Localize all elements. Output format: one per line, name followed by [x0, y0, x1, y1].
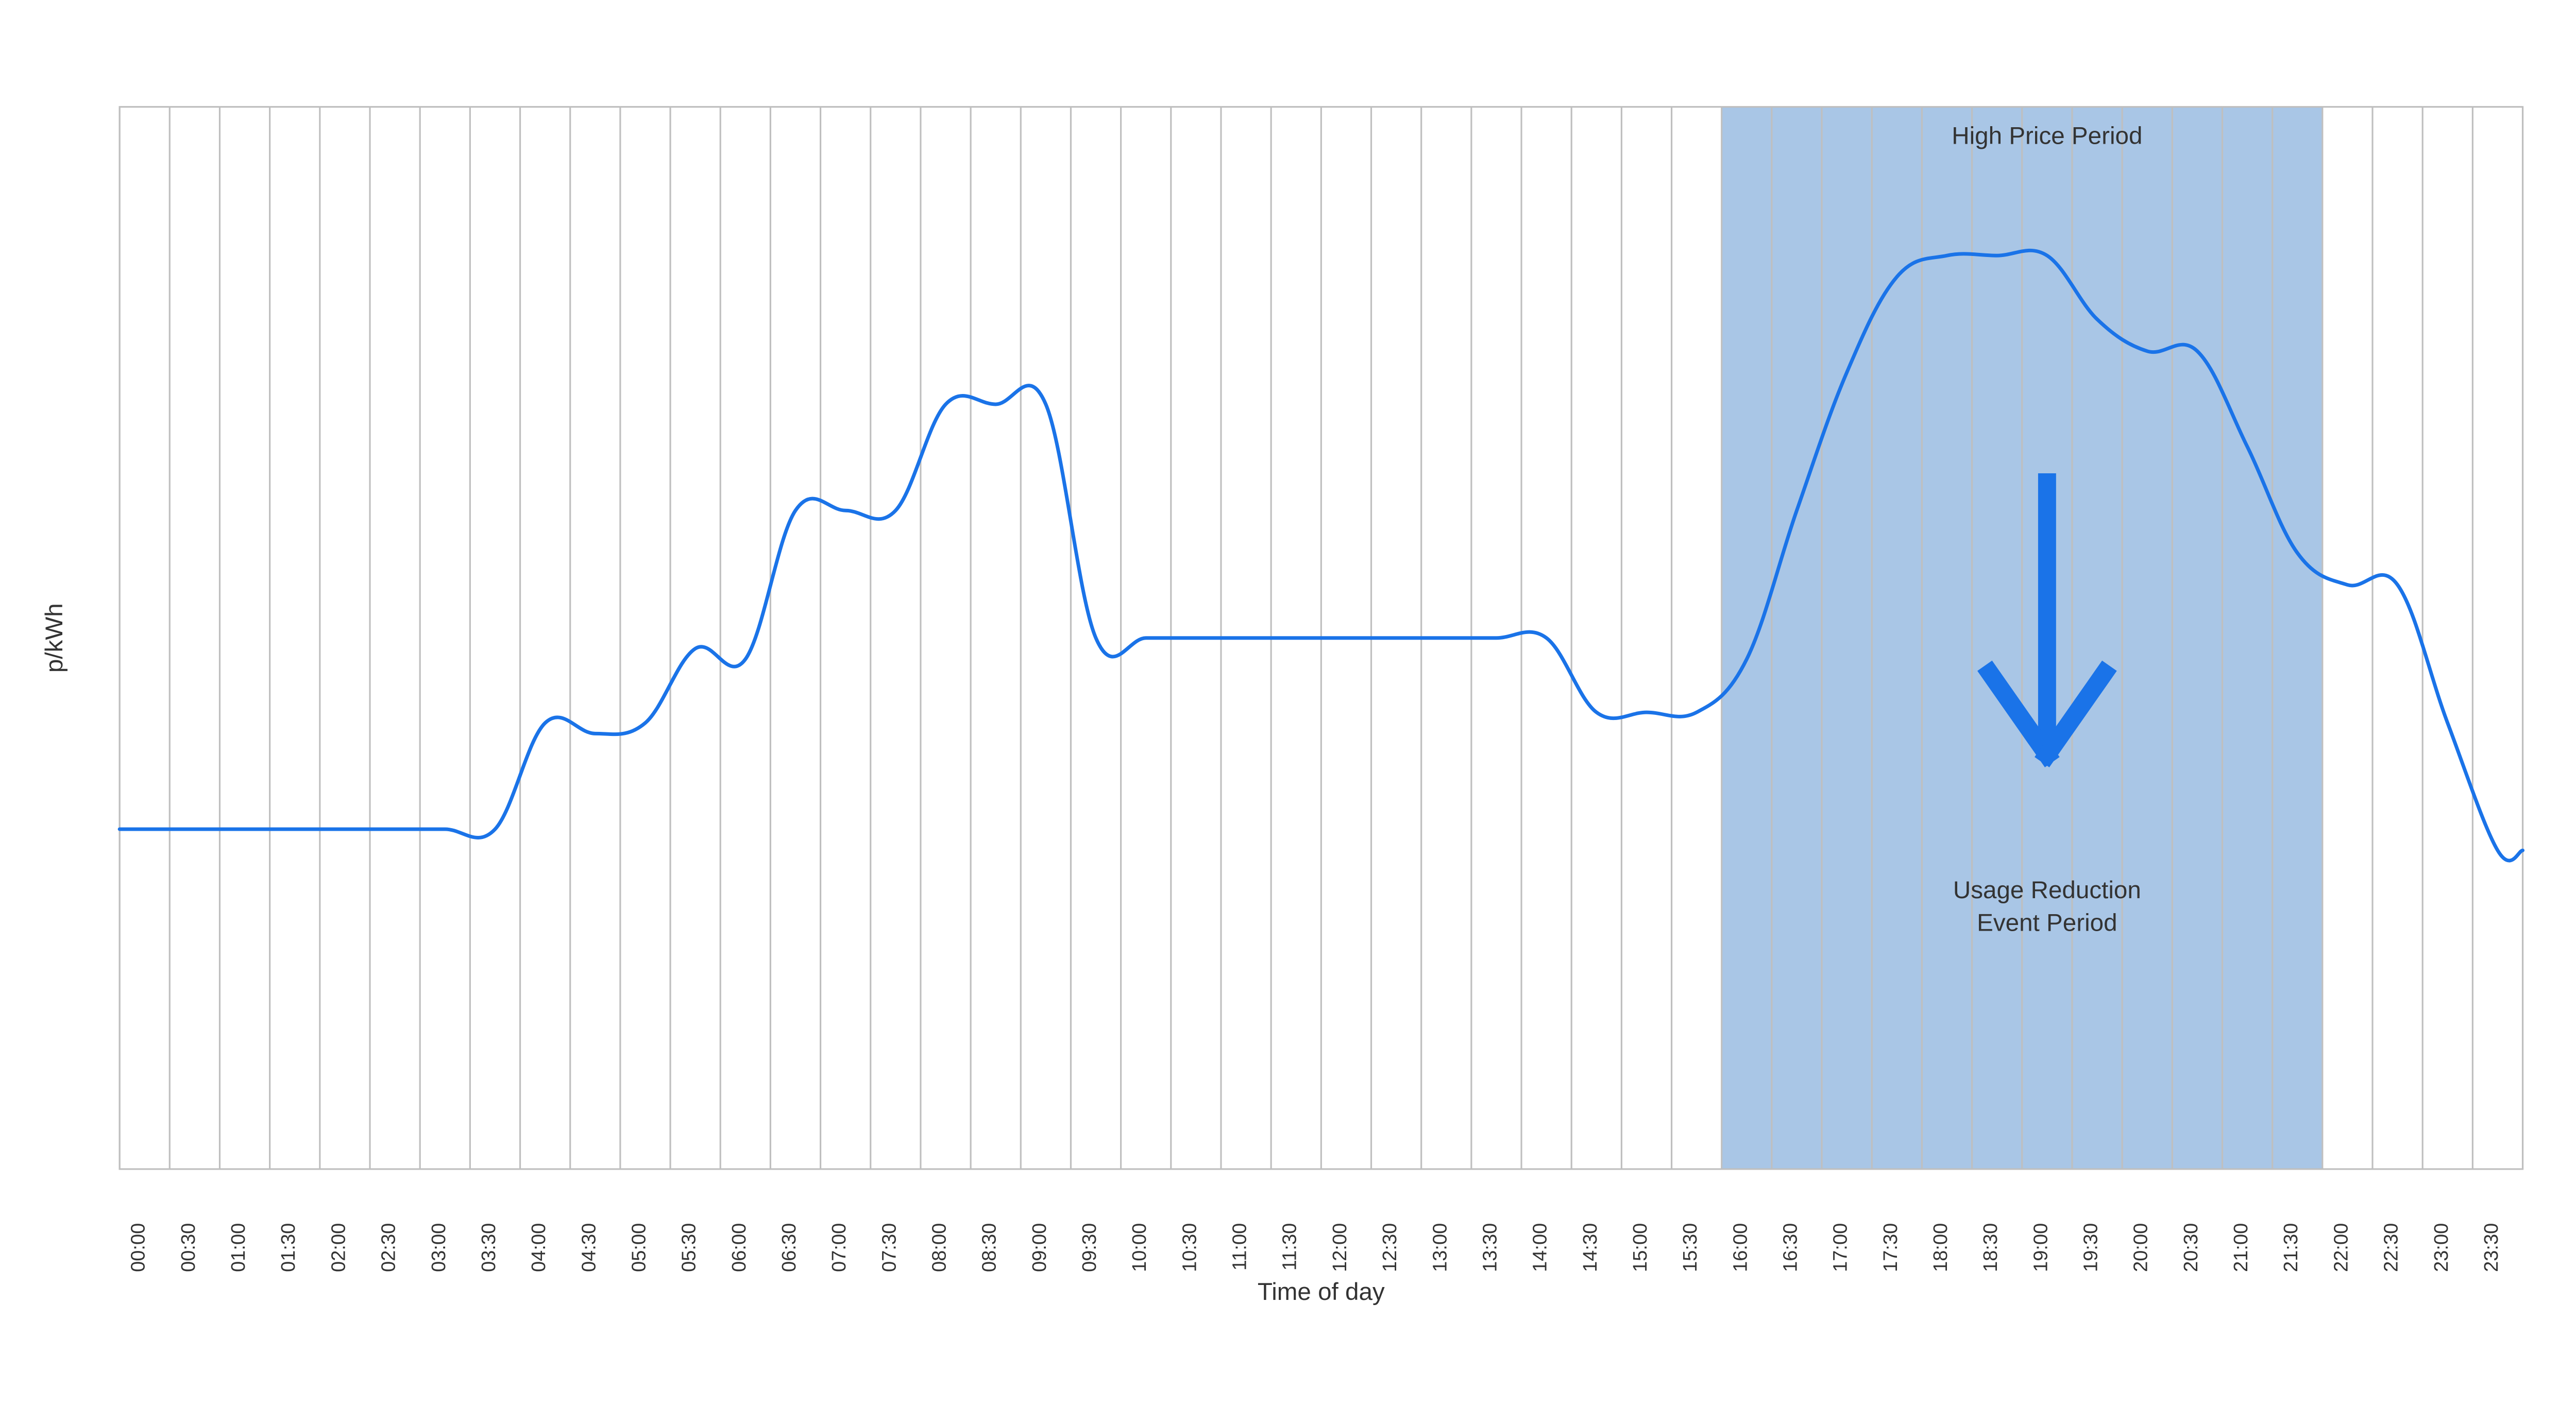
- x-tick-label: 16:30: [1780, 1223, 1801, 1272]
- x-tick-label: 10:00: [1129, 1223, 1150, 1272]
- x-tick-label: 23:30: [2481, 1223, 2502, 1272]
- x-tick-label: 04:30: [578, 1223, 600, 1272]
- x-tick-label: 14:00: [1530, 1223, 1551, 1272]
- x-tick-label: 01:30: [278, 1223, 299, 1272]
- x-tick-label: 09:30: [1079, 1223, 1100, 1272]
- x-tick-label: 09:00: [1029, 1223, 1050, 1272]
- x-tick-label: 16:00: [1730, 1223, 1751, 1272]
- x-tick-label: 12:30: [1379, 1223, 1401, 1272]
- x-tick-label: 18:00: [1930, 1223, 1952, 1272]
- x-tick-label: 06:30: [778, 1223, 800, 1272]
- usage-reduction-label-line2: Event Period: [1977, 909, 2117, 936]
- x-tick-label: 00:00: [128, 1223, 149, 1272]
- x-tick-label: 20:00: [2130, 1223, 2152, 1272]
- x-tick-label: 20:30: [2180, 1223, 2202, 1272]
- x-tick-label: 19:30: [2080, 1223, 2102, 1272]
- x-tick-label: 01:00: [228, 1223, 249, 1272]
- x-tick-label: 05:30: [679, 1223, 700, 1272]
- x-tick-label: 17:00: [1830, 1223, 1852, 1272]
- x-tick-label: 04:00: [528, 1223, 550, 1272]
- x-tick-label: 00:30: [178, 1223, 199, 1272]
- high-price-label: High Price Period: [1952, 123, 2142, 150]
- x-axis-label: Time of day: [1258, 1278, 1385, 1306]
- x-tick-label: 05:00: [628, 1223, 650, 1272]
- x-tick-label: 06:00: [728, 1223, 750, 1272]
- x-tick-label: 13:30: [1479, 1223, 1501, 1272]
- x-tick-label: 07:30: [878, 1223, 900, 1272]
- x-tick-label: 07:00: [828, 1223, 850, 1272]
- x-tick-label: 15:00: [1630, 1223, 1651, 1272]
- x-tick-label: 22:30: [2381, 1223, 2402, 1272]
- x-tick-label: 22:00: [2330, 1223, 2352, 1272]
- y-axis-label: p/kWh: [41, 603, 68, 673]
- x-tick-label: 13:00: [1429, 1223, 1451, 1272]
- x-tick-label: 03:30: [478, 1223, 500, 1272]
- x-tick-label: 11:30: [1279, 1223, 1301, 1271]
- x-tick-label: 11:00: [1229, 1223, 1251, 1271]
- x-tick-label: 08:30: [979, 1223, 1001, 1272]
- price-chart: 00:00 00:30 01:00 01:30 02:00 02:30 03:00 03:30…: [0, 0, 2576, 1423]
- x-tick-label: 02:00: [328, 1223, 349, 1272]
- x-tick-label: 08:00: [929, 1223, 951, 1272]
- x-tick-label: 21:30: [2280, 1223, 2302, 1272]
- x-tick-label: 12:00: [1329, 1223, 1351, 1272]
- x-tick-label: 15:30: [1680, 1223, 1701, 1272]
- x-tick-label: 02:30: [378, 1223, 400, 1272]
- x-tick-label: 21:00: [2230, 1223, 2252, 1272]
- x-tick-label: 10:30: [1179, 1223, 1200, 1272]
- usage-reduction-label-line1: Usage Reduction: [1953, 877, 2141, 904]
- x-tick-label: 14:30: [1580, 1223, 1601, 1272]
- x-tick-label: 17:30: [1880, 1223, 1902, 1272]
- x-tick-label: 03:00: [428, 1223, 450, 1272]
- x-tick-label: 23:00: [2431, 1223, 2452, 1272]
- x-tick-label: 19:00: [2030, 1223, 2052, 1272]
- x-tick-label: 18:30: [1980, 1223, 2002, 1272]
- chart-svg: 00:00 00:30 01:00 01:30 02:00 02:30 03:00 03:30…: [5, 5, 2555, 1418]
